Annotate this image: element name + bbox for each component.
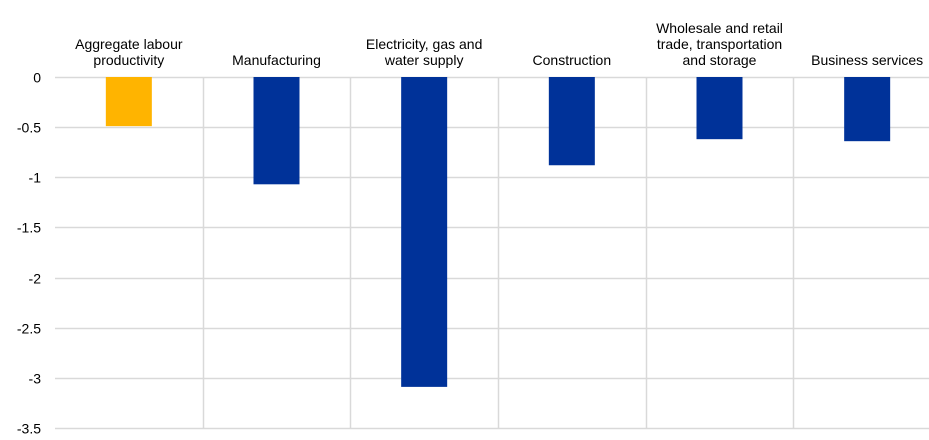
y-tick-label: -3.5 (17, 421, 41, 436)
bar (548, 77, 595, 166)
category-label-line: Business services (811, 52, 923, 68)
category-label-line: productivity (93, 52, 164, 68)
category-label-line: Construction (533, 52, 612, 68)
y-tick-label: -2.5 (17, 321, 41, 337)
bar (844, 77, 891, 142)
category-label-line: Wholesale and retail (656, 20, 783, 36)
category-label: Wholesale and retail trade, transportatio… (656, 20, 783, 68)
bar (696, 77, 743, 140)
y-tick-label: 0 (33, 70, 41, 86)
category-label: Manufacturing (232, 52, 321, 68)
category-label-line: Manufacturing (232, 52, 321, 68)
category-label: Business services (811, 52, 923, 68)
bar (253, 77, 300, 185)
gridlines (55, 76, 929, 430)
category-labels: Aggregate labour productivity Manufacturin… (75, 20, 923, 68)
category-label: Aggregate labour productivity (75, 36, 183, 68)
category-label-line: trade, transportation (657, 36, 782, 52)
y-tick-label: -2 (29, 271, 42, 287)
bars (105, 77, 891, 387)
category-label-line: Aggregate labour (75, 36, 183, 52)
y-tick-label: -3 (29, 371, 42, 387)
bar (105, 77, 152, 127)
category-label-line: water supply (384, 52, 464, 68)
y-axis-tick-labels: 0 -0.5 -1 -1.5 -2 -2.5 -3 -3.5 (17, 70, 42, 437)
category-label-line: and storage (683, 52, 757, 68)
y-tick-label: -1 (29, 170, 42, 186)
category-label: Electricity, gas and water supply (366, 36, 482, 68)
category-label-line: Electricity, gas and (366, 36, 482, 52)
bar (401, 77, 448, 387)
y-tick-label: -0.5 (17, 120, 41, 136)
category-label: Construction (533, 52, 612, 68)
y-tick-label: -1.5 (17, 220, 41, 236)
